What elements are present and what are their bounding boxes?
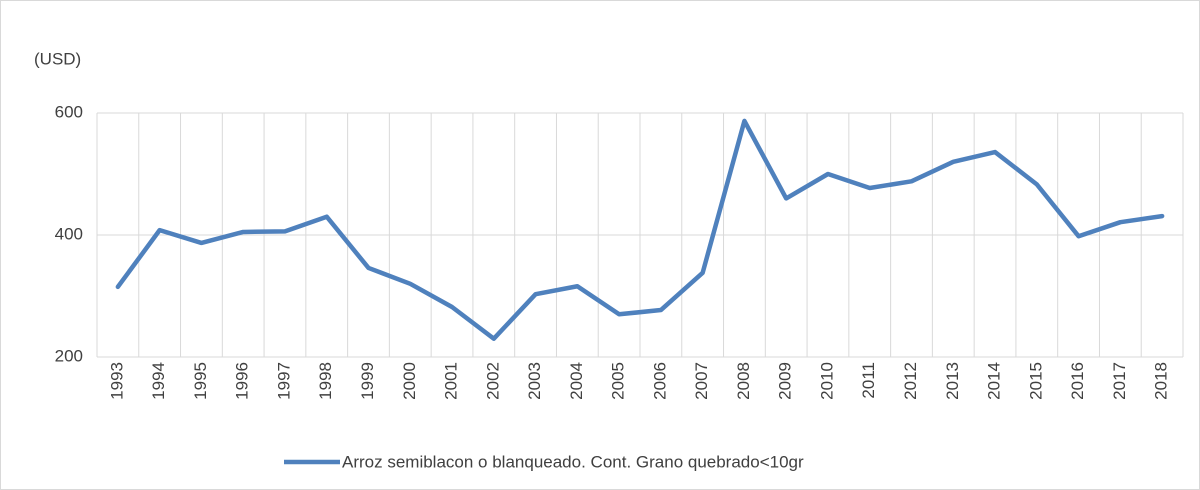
- x-tick-label: 2004: [567, 362, 586, 400]
- x-tick-label: 2015: [1026, 362, 1045, 400]
- x-tick-label: 2014: [985, 362, 1004, 400]
- x-tick-label: 1995: [191, 362, 210, 400]
- x-tick-label: 2017: [1110, 362, 1129, 400]
- x-tick-label: 2011: [859, 362, 878, 399]
- x-tick-label: 2008: [734, 362, 753, 400]
- x-tick-label: 2006: [650, 362, 669, 400]
- x-tick-label: 2012: [901, 362, 920, 400]
- x-tick-label: 1996: [233, 362, 252, 400]
- x-tick-label: 2013: [943, 362, 962, 400]
- x-tick-label: 2005: [609, 362, 628, 400]
- x-tick-label: 2002: [483, 362, 502, 400]
- x-tick-label: 2000: [400, 362, 419, 400]
- x-tick-label: 1993: [107, 362, 126, 400]
- x-tick-label: 1997: [274, 362, 293, 400]
- y-tick-label: 400: [55, 224, 83, 243]
- y-tick-label: 200: [55, 346, 83, 365]
- y-axis-label: (USD): [34, 49, 81, 68]
- data-line: [115, 118, 1165, 341]
- x-tick-label: 2001: [442, 362, 461, 400]
- x-tick-label: 2010: [817, 362, 836, 400]
- x-tick-label: 2016: [1068, 362, 1087, 400]
- x-tick-label: 1998: [316, 362, 335, 400]
- x-tick-label: 2018: [1152, 362, 1171, 400]
- y-tick-label: 600: [55, 102, 83, 121]
- x-tick-label: 1994: [149, 362, 168, 400]
- x-tick-label: 2003: [525, 362, 544, 400]
- x-tick-label: 2009: [776, 362, 795, 400]
- x-tick-label: 1999: [358, 362, 377, 400]
- legend-label: Arroz semiblacon o blanqueado. Cont. Gra…: [342, 452, 804, 471]
- x-tick-label: 2007: [692, 362, 711, 400]
